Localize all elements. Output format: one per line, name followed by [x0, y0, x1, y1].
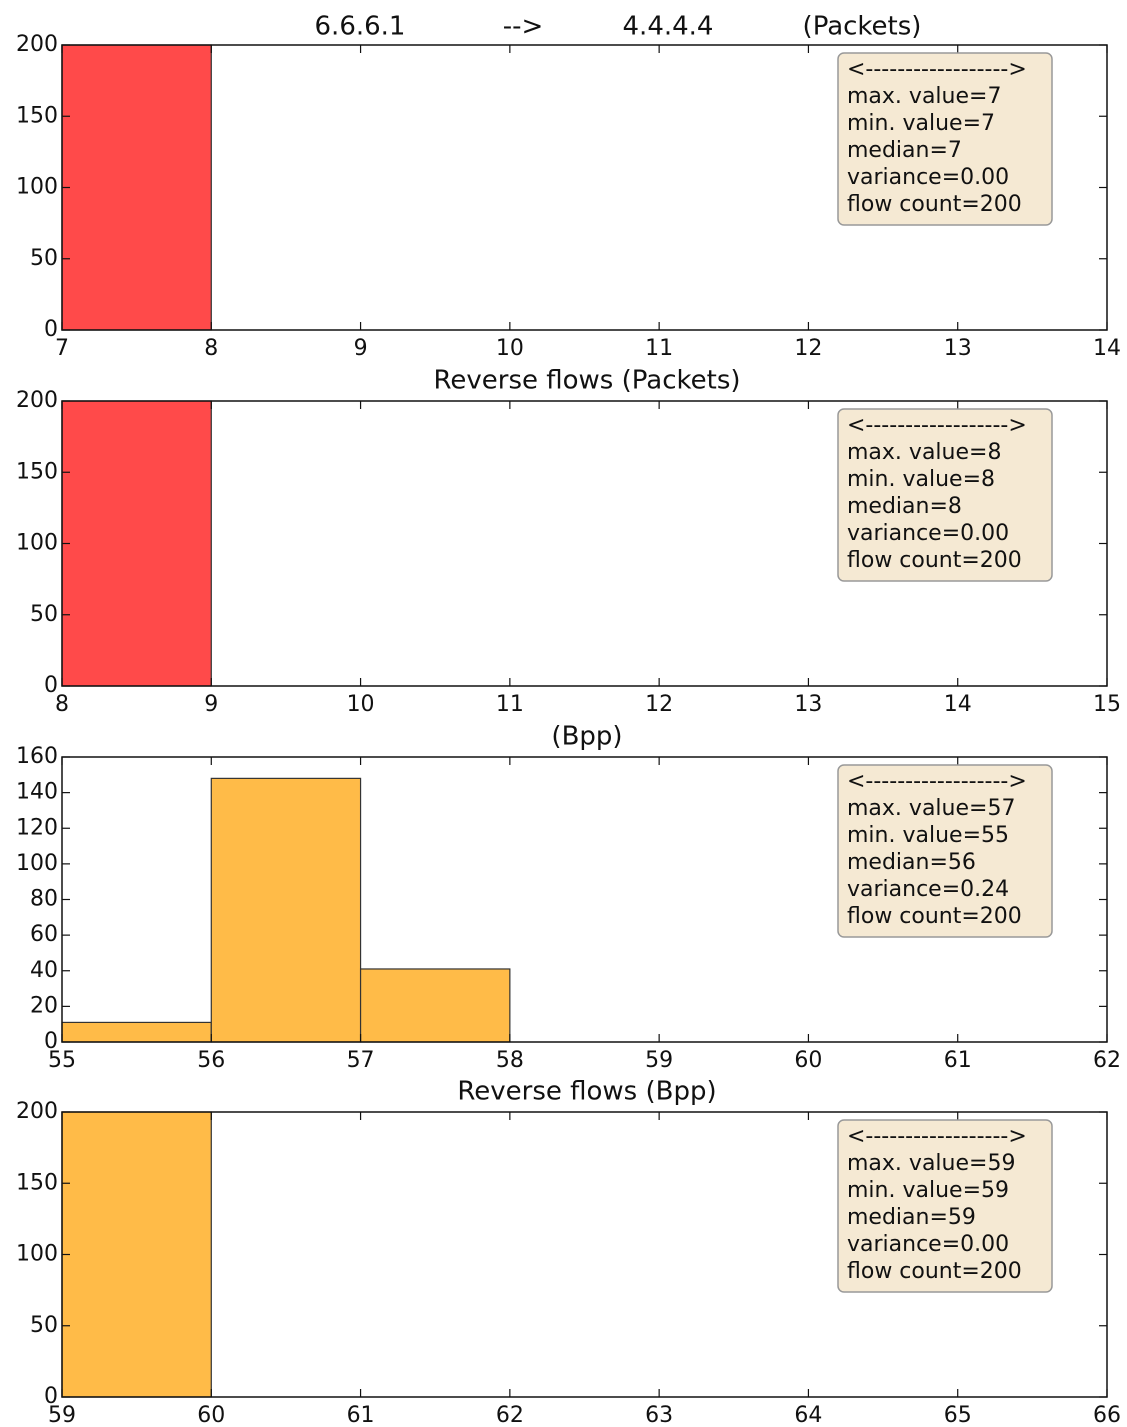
annotation-line: median=8	[847, 494, 962, 519]
x-tick-label: 14	[944, 692, 972, 717]
x-tick-label: 63	[645, 1403, 673, 1427]
annotation-line: flow count=200	[847, 904, 1022, 929]
y-tick-label: 0	[44, 673, 58, 698]
x-tick-label: 64	[794, 1403, 822, 1427]
x-tick-label: 12	[645, 692, 673, 717]
x-tick-label: 11	[645, 336, 673, 361]
annotation-line: median=7	[847, 138, 962, 163]
x-tick-label: 60	[197, 1403, 225, 1427]
y-tick-label: 140	[16, 780, 58, 805]
x-tick-label: 8	[55, 692, 69, 717]
y-tick-label: 80	[30, 887, 58, 912]
x-tick-label: 9	[204, 692, 218, 717]
annotation-line: <------------------>	[847, 413, 1027, 438]
annotation-line: max. value=7	[847, 84, 1001, 109]
x-tick-label: 15	[1093, 692, 1121, 717]
x-tick-label: 7	[55, 336, 69, 361]
annotation-line: variance=0.24	[847, 877, 1009, 902]
annotation-box	[837, 764, 1053, 938]
histogram-bar	[210, 777, 362, 1043]
histogram-bar	[61, 44, 212, 331]
annotation-box	[837, 1119, 1053, 1293]
x-tick-label: 12	[794, 336, 822, 361]
x-tick-label: 14	[1093, 336, 1121, 361]
annotation-box	[837, 408, 1053, 582]
chart-title: -->	[503, 12, 544, 42]
annotation-line: <------------------>	[847, 1124, 1027, 1149]
x-tick-label: 55	[48, 1048, 76, 1073]
x-tick-label: 13	[944, 336, 972, 361]
y-tick-label: 100	[16, 1242, 58, 1267]
x-tick-label: 8	[204, 336, 218, 361]
annotation-box	[837, 52, 1053, 226]
annotation-line: min. value=8	[847, 467, 995, 492]
annotation-line: max. value=8	[847, 440, 1001, 465]
histogram-bar	[61, 400, 212, 687]
y-tick-label: 50	[30, 1313, 58, 1338]
x-tick-label: 61	[347, 1403, 375, 1427]
chart-title: 6.6.6.1	[315, 12, 406, 42]
y-tick-label: 200	[16, 388, 58, 413]
x-tick-label: 59	[48, 1403, 76, 1427]
y-tick-label: 60	[30, 922, 58, 947]
y-tick-label: 150	[16, 459, 58, 484]
chart-title: Reverse flows (Bpp)	[457, 1077, 716, 1107]
y-tick-label: 100	[16, 175, 58, 200]
y-tick-label: 160	[16, 744, 58, 769]
annotation-line: min. value=59	[847, 1178, 1009, 1203]
annotation-line: flow count=200	[847, 548, 1022, 573]
y-tick-label: 0	[44, 1384, 58, 1409]
annotation-line: median=56	[847, 850, 976, 875]
y-tick-label: 0	[44, 1029, 58, 1054]
x-tick-label: 57	[347, 1048, 375, 1073]
chart-title: (Bpp)	[551, 722, 622, 752]
x-tick-label: 58	[496, 1048, 524, 1073]
chart-title: Reverse flows (Packets)	[433, 366, 740, 396]
y-tick-label: 200	[16, 1099, 58, 1124]
x-tick-label: 62	[496, 1403, 524, 1427]
histogram-bar	[359, 968, 511, 1043]
x-tick-label: 9	[354, 336, 368, 361]
x-tick-label: 59	[645, 1048, 673, 1073]
y-tick-label: 150	[16, 103, 58, 128]
x-tick-label: 56	[197, 1048, 225, 1073]
annotation-line: min. value=55	[847, 823, 1009, 848]
y-tick-label: 0	[44, 317, 58, 342]
histogram-bar	[61, 1111, 212, 1398]
chart-title: (Packets)	[803, 12, 922, 42]
y-tick-label: 120	[16, 815, 58, 840]
y-tick-label: 100	[16, 851, 58, 876]
y-tick-label: 200	[16, 32, 58, 57]
annotation-line: min. value=7	[847, 111, 995, 136]
x-tick-label: 65	[944, 1403, 972, 1427]
annotation-line: flow count=200	[847, 192, 1022, 217]
y-tick-label: 50	[30, 246, 58, 271]
histogram-bar	[61, 1021, 212, 1043]
x-tick-label: 62	[1093, 1048, 1121, 1073]
annotation-line: max. value=57	[847, 796, 1015, 821]
y-tick-label: 40	[30, 958, 58, 983]
x-tick-label: 10	[496, 336, 524, 361]
annotation-line: variance=0.00	[847, 521, 1009, 546]
x-tick-label: 13	[794, 692, 822, 717]
x-tick-label: 61	[944, 1048, 972, 1073]
y-tick-label: 100	[16, 531, 58, 556]
annotation-line: <------------------>	[847, 57, 1027, 82]
annotation-line: flow count=200	[847, 1259, 1022, 1284]
x-tick-label: 66	[1093, 1403, 1121, 1427]
x-tick-label: 11	[496, 692, 524, 717]
annotation-line: variance=0.00	[847, 165, 1009, 190]
annotation-line: <------------------>	[847, 769, 1027, 794]
x-tick-label: 60	[794, 1048, 822, 1073]
x-tick-label: 10	[347, 692, 375, 717]
y-tick-label: 20	[30, 993, 58, 1018]
y-tick-label: 50	[30, 602, 58, 627]
annotation-line: max. value=59	[847, 1151, 1015, 1176]
annotation-line: variance=0.00	[847, 1232, 1009, 1257]
y-tick-label: 150	[16, 1170, 58, 1195]
annotation-line: median=59	[847, 1205, 976, 1230]
chart-title: 4.4.4.4	[623, 12, 714, 42]
